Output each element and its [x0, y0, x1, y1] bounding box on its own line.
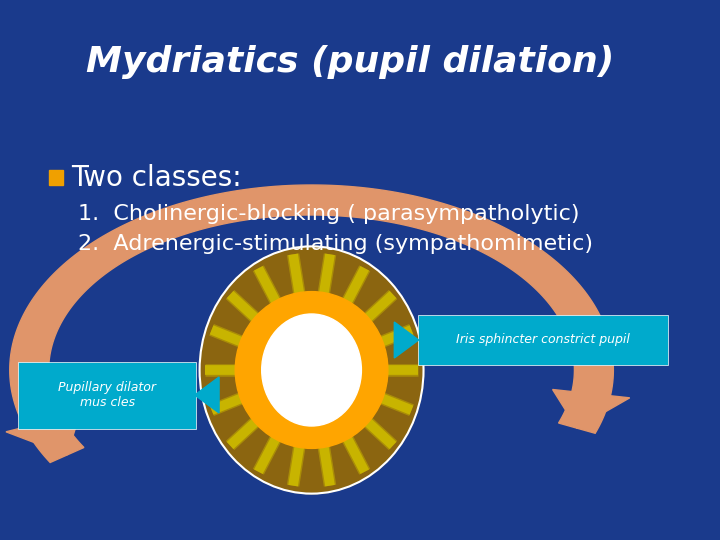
- Wedge shape: [235, 292, 388, 448]
- Ellipse shape: [261, 314, 361, 426]
- Polygon shape: [6, 413, 80, 455]
- FancyBboxPatch shape: [19, 361, 196, 429]
- Polygon shape: [194, 377, 219, 413]
- Polygon shape: [552, 389, 630, 428]
- Text: Pupillary dilator
mus cles: Pupillary dilator mus cles: [58, 381, 156, 409]
- Ellipse shape: [199, 246, 423, 494]
- Polygon shape: [395, 322, 418, 358]
- FancyBboxPatch shape: [418, 315, 668, 365]
- Text: Mydriatics (pupil dilation): Mydriatics (pupil dilation): [86, 45, 615, 79]
- Text: Iris sphincter constrict pupil: Iris sphincter constrict pupil: [456, 334, 630, 347]
- Text: 1.  Cholinergic-blocking ( parasympatholytic): 1. Cholinergic-blocking ( parasympatholy…: [78, 204, 580, 224]
- Bar: [49, 170, 63, 185]
- Polygon shape: [10, 185, 613, 462]
- Text: 2.  Adrenergic-stimulating (sympathomimetic): 2. Adrenergic-stimulating (sympathomimet…: [78, 234, 593, 254]
- Text: Two classes:: Two classes:: [71, 164, 242, 192]
